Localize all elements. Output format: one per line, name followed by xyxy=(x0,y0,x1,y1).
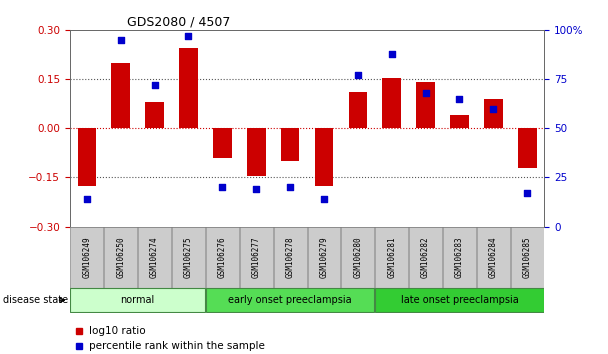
Point xyxy=(82,196,92,202)
Point xyxy=(387,51,396,57)
Bar xyxy=(145,102,164,128)
Point xyxy=(251,187,261,192)
Bar xyxy=(511,227,544,289)
Point xyxy=(455,96,465,102)
Bar xyxy=(206,288,375,312)
Bar xyxy=(450,115,469,128)
Bar xyxy=(375,227,408,289)
Bar xyxy=(71,288,205,312)
Text: GSM106282: GSM106282 xyxy=(421,237,430,278)
Text: GSM106278: GSM106278 xyxy=(286,237,295,278)
Bar xyxy=(71,227,103,289)
Text: GSM106274: GSM106274 xyxy=(150,237,159,278)
Text: GSM106250: GSM106250 xyxy=(116,237,125,278)
Text: GSM106275: GSM106275 xyxy=(184,237,193,278)
Bar xyxy=(375,288,544,312)
Point xyxy=(522,190,532,196)
Text: GSM106283: GSM106283 xyxy=(455,237,464,278)
Text: GSM106279: GSM106279 xyxy=(319,237,328,278)
Bar xyxy=(78,128,96,185)
Text: GDS2080 / 4507: GDS2080 / 4507 xyxy=(127,16,230,29)
Bar xyxy=(342,227,375,289)
Text: GSM106281: GSM106281 xyxy=(387,237,396,278)
Bar xyxy=(477,227,510,289)
Point xyxy=(150,82,159,88)
Bar xyxy=(281,128,299,161)
Point xyxy=(285,184,295,190)
Text: late onset preeclampsia: late onset preeclampsia xyxy=(401,295,519,305)
Bar xyxy=(240,227,272,289)
Bar xyxy=(138,227,171,289)
Bar xyxy=(308,227,340,289)
Bar xyxy=(274,227,306,289)
Text: GSM106276: GSM106276 xyxy=(218,237,227,278)
Text: normal: normal xyxy=(120,295,155,305)
Bar xyxy=(105,227,137,289)
Text: log10 ratio: log10 ratio xyxy=(89,326,145,336)
Bar xyxy=(409,227,442,289)
Bar xyxy=(179,48,198,128)
Bar xyxy=(518,128,536,168)
Bar xyxy=(172,227,205,289)
Bar xyxy=(484,99,503,128)
Bar xyxy=(382,78,401,128)
Point xyxy=(319,196,329,202)
Text: GSM106280: GSM106280 xyxy=(353,237,362,278)
Text: GSM106277: GSM106277 xyxy=(252,237,261,278)
Text: percentile rank within the sample: percentile rank within the sample xyxy=(89,341,264,351)
Text: early onset preeclampsia: early onset preeclampsia xyxy=(228,295,352,305)
Point xyxy=(421,90,430,96)
Bar xyxy=(111,63,130,128)
Point xyxy=(353,73,363,78)
Bar xyxy=(315,128,333,185)
Text: GSM106249: GSM106249 xyxy=(82,237,91,278)
Point xyxy=(116,37,126,43)
Text: GSM106284: GSM106284 xyxy=(489,237,498,278)
Text: disease state: disease state xyxy=(3,295,68,305)
Point xyxy=(218,184,227,190)
Bar xyxy=(213,128,232,158)
Bar xyxy=(348,92,367,128)
Bar xyxy=(443,227,476,289)
Point xyxy=(488,106,498,112)
Point xyxy=(184,33,193,39)
Text: GSM106285: GSM106285 xyxy=(523,237,532,278)
Bar xyxy=(247,128,266,176)
Bar xyxy=(416,82,435,128)
Bar xyxy=(206,227,239,289)
